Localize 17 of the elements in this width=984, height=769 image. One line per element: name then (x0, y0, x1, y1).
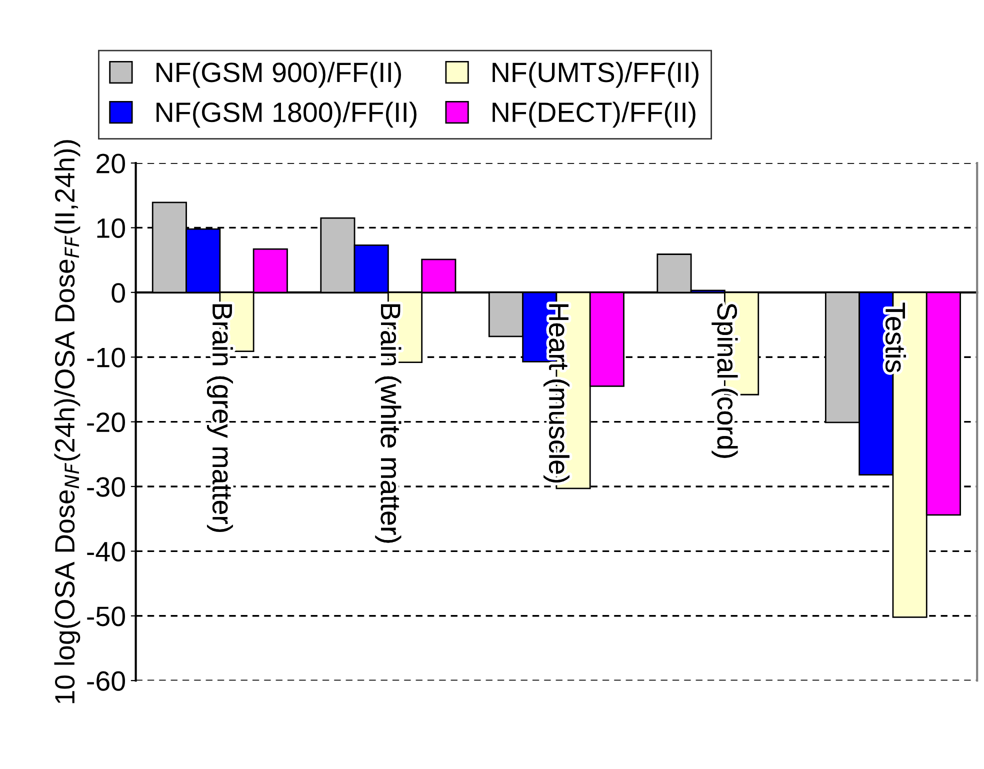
y-tick-label: -50 (87, 606, 125, 626)
y-tick-label: 10 (97, 218, 125, 238)
y-axis-title: 10 log(OSA Dose$_{NF}$(24h)/OSA Dose$_{FF}$(II,24h)) (54, 140, 80, 704)
x-tick-label: Brain (white matter) (375, 304, 402, 543)
legend-label: NF(GSM 1800)/FF(II) (156, 102, 416, 128)
y-tick-label: 20 (96, 154, 125, 174)
y-tick-label: 0 (112, 283, 125, 303)
x-tick-label: Brain (grey matter) (206, 304, 233, 532)
x-tick-label: Spinal (cord) (712, 303, 738, 458)
y-tick-label: -30 (87, 477, 125, 497)
y-tick-label: -20 (87, 412, 125, 432)
y-tick-label: -40 (87, 542, 125, 562)
legend-label: NF(UMTS)/FF(II) (492, 62, 698, 88)
legend-label: NF(DECT)/FF(II) (492, 102, 696, 128)
legend-label: NF(GSM 900)/FF(II) (156, 62, 402, 88)
y-tick-label: -10 (87, 348, 125, 368)
y-tick-label: -60 (87, 671, 125, 691)
